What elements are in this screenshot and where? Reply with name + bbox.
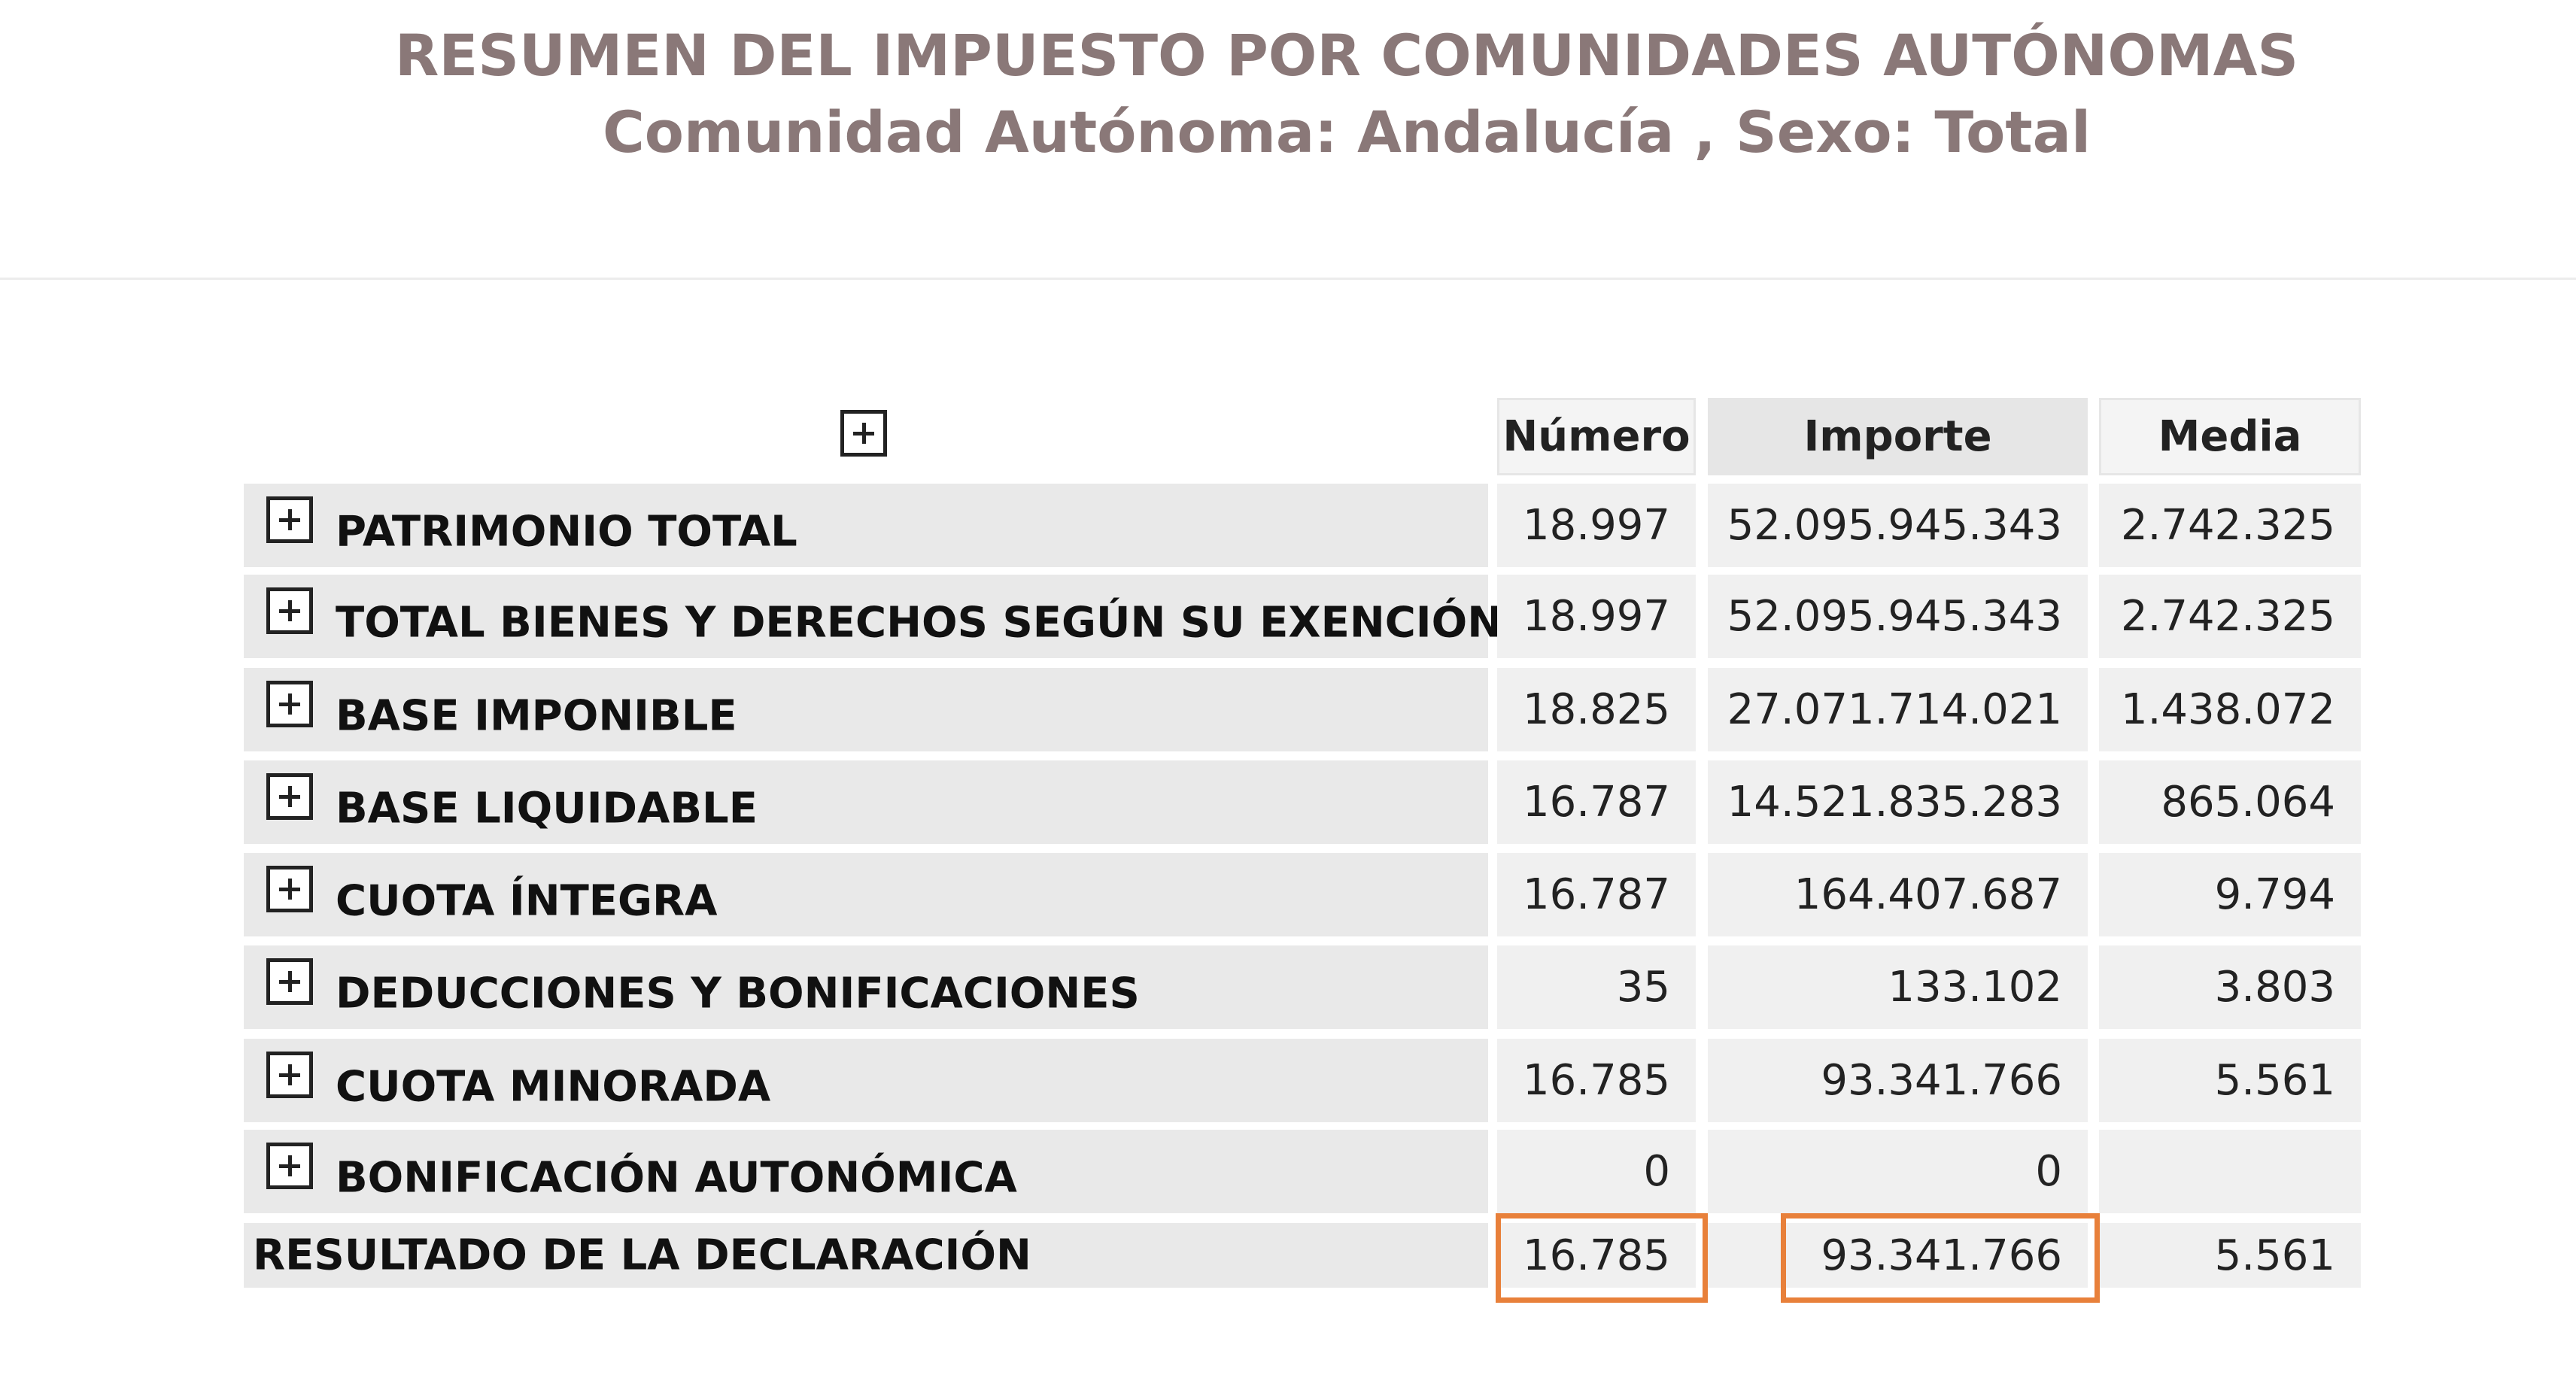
report-subtitle: Comunidad Autónoma: Andalucía , Sexo: To… <box>602 99 2091 165</box>
cell-numero: 0 <box>1497 1130 1696 1213</box>
row-label-total-bienes[interactable]: TOTAL BIENES Y DERECHOS SEGÚN SU EXENCIÓ… <box>244 575 1502 658</box>
row-label-text: CUOTA ÍNTEGRA <box>336 876 718 925</box>
cell-media: 9.794 <box>2099 853 2361 936</box>
row-label-bonificacion-autonomica[interactable]: BONIFICACIÓN AUTONÓMICA <box>244 1130 1488 1213</box>
cell-importe: 27.071.714.021 <box>1708 668 2088 751</box>
cell-importe: 52.095.945.343 <box>1708 484 2088 567</box>
cell-media: 5.561 <box>2099 1223 2361 1288</box>
row-label-text: BASE LIQUIDABLE <box>336 783 758 833</box>
row-label-text: BASE IMPONIBLE <box>336 690 737 740</box>
cell-media: 2.742.325 <box>2099 484 2361 567</box>
report-title: RESUMEN DEL IMPUESTO POR COMUNIDADES AUT… <box>394 22 2299 89</box>
cell-importe: 0 <box>1708 1130 2088 1213</box>
expand-row-plus-icon[interactable] <box>266 681 313 727</box>
cell-numero: 18.997 <box>1497 575 1696 658</box>
cell-importe: 52.095.945.343 <box>1708 575 2088 658</box>
row-label-patrimonio-total[interactable]: PATRIMONIO TOTAL <box>244 484 1488 567</box>
expand-row-plus-icon[interactable] <box>266 1052 313 1098</box>
row-label-text: PATRIMONIO TOTAL <box>336 506 797 556</box>
cell-numero: 35 <box>1497 945 1696 1029</box>
row-label-cuota-integra[interactable]: CUOTA ÍNTEGRA <box>244 853 1488 936</box>
row-label-cuota-minorada[interactable]: CUOTA MINORADA <box>244 1039 1488 1122</box>
expand-row-plus-icon[interactable] <box>266 866 313 912</box>
cell-numero: 16.785 <box>1497 1223 1696 1288</box>
cell-media: 865.064 <box>2099 760 2361 844</box>
cell-numero: 16.787 <box>1497 760 1696 844</box>
row-label-text: TOTAL BIENES Y DERECHOS SEGÚN SU EXENCIÓ… <box>336 597 1503 647</box>
expand-all-plus-icon[interactable] <box>840 410 887 457</box>
expand-row-plus-icon[interactable] <box>266 1143 313 1189</box>
cell-importe: 164.407.687 <box>1708 853 2088 936</box>
cell-media: 2.742.325 <box>2099 575 2361 658</box>
cell-numero: 18.825 <box>1497 668 1696 751</box>
row-label-resultado: RESULTADO DE LA DECLARACIÓN <box>244 1223 1488 1288</box>
report-header: RESUMEN DEL IMPUESTO POR COMUNIDADES AUT… <box>0 0 2576 280</box>
row-label-text: RESULTADO DE LA DECLARACIÓN <box>253 1231 1031 1280</box>
cell-media: 3.803 <box>2099 945 2361 1029</box>
row-label-text: DEDUCCIONES Y BONIFICACIONES <box>336 968 1140 1018</box>
column-header-numero[interactable]: Número <box>1497 398 1696 475</box>
cell-importe: 93.341.766 <box>1708 1223 2088 1288</box>
cell-numero: 16.787 <box>1497 853 1696 936</box>
cell-media: 5.561 <box>2099 1039 2361 1122</box>
cell-media <box>2099 1130 2361 1213</box>
row-label-text: BONIFICACIÓN AUTONÓMICA <box>336 1152 1017 1202</box>
cell-numero: 18.997 <box>1497 484 1696 567</box>
column-header-importe[interactable]: Importe <box>1708 398 2088 475</box>
expand-row-plus-icon[interactable] <box>266 773 313 820</box>
cell-media: 1.438.072 <box>2099 668 2361 751</box>
expand-row-plus-icon[interactable] <box>266 587 313 634</box>
cell-importe: 133.102 <box>1708 945 2088 1029</box>
row-label-text: CUOTA MINORADA <box>336 1061 771 1111</box>
column-header-media[interactable]: Media <box>2099 398 2361 475</box>
row-label-deducciones[interactable]: DEDUCCIONES Y BONIFICACIONES <box>244 945 1488 1029</box>
expand-row-plus-icon[interactable] <box>266 958 313 1005</box>
expand-row-plus-icon[interactable] <box>266 496 313 543</box>
row-label-base-liquidable[interactable]: BASE LIQUIDABLE <box>244 760 1488 844</box>
cell-importe: 14.521.835.283 <box>1708 760 2088 844</box>
cell-importe: 93.341.766 <box>1708 1039 2088 1122</box>
cell-numero: 16.785 <box>1497 1039 1696 1122</box>
row-label-base-imponible[interactable]: BASE IMPONIBLE <box>244 668 1488 751</box>
